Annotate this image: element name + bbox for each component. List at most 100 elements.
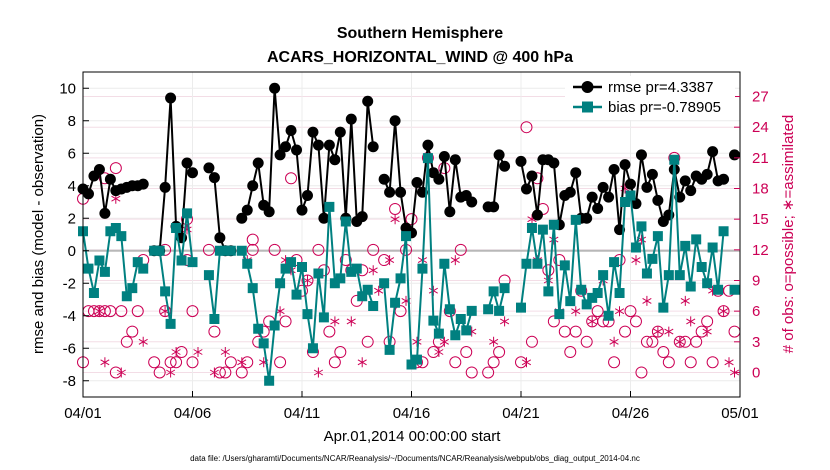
obs-assimilated-marker <box>209 367 219 378</box>
obs-assimilated-marker <box>664 326 674 337</box>
y-tick-label: 0 <box>68 243 76 260</box>
data-file-footnote: data file: /Users/gharamti/Documents/NCA… <box>190 454 640 463</box>
legend-rmse-marker <box>581 81 594 93</box>
obs-assimilated-marker <box>237 357 247 368</box>
legend-rmse-label: rmse pr=4.3387 <box>608 79 713 96</box>
bias-point <box>455 314 466 324</box>
obs-possible-marker <box>651 325 664 338</box>
bias-point <box>713 284 724 295</box>
bias-point <box>269 320 280 331</box>
obs-possible-marker <box>635 366 648 379</box>
bias-point <box>302 309 313 320</box>
obs-assimilated-marker <box>330 316 340 327</box>
bias-point <box>187 257 198 268</box>
obs-possible-marker <box>268 243 281 256</box>
rmse-point <box>187 167 198 179</box>
bias-point <box>554 309 565 320</box>
obs-possible-marker <box>323 325 336 338</box>
bias-point <box>532 258 543 269</box>
bias-line <box>487 287 506 315</box>
rmse-point <box>652 194 664 206</box>
rmse-point <box>526 170 538 182</box>
obs-possible-marker <box>465 366 478 379</box>
rmse-point <box>564 186 576 198</box>
obs-possible-marker <box>109 162 122 175</box>
rmse-point <box>679 175 691 187</box>
obs-possible-marker <box>246 243 259 256</box>
obs-possible-marker <box>706 356 719 369</box>
rmse-point <box>449 154 461 166</box>
bias-point <box>127 283 138 294</box>
bias-point <box>214 245 225 256</box>
bias-point <box>171 223 182 233</box>
rmse-point <box>378 173 390 185</box>
obs-possible-marker <box>186 305 199 318</box>
rmse-point <box>362 95 374 107</box>
obs-assimilated-marker <box>171 347 181 357</box>
x-axis-label: Apr.01,2014 00:00:00 start <box>324 428 502 445</box>
rmse-point <box>99 207 111 219</box>
obs-possible-marker <box>285 172 298 185</box>
rmse-point <box>269 82 281 94</box>
obs-assimilated-marker <box>390 214 400 225</box>
bias-point <box>461 325 472 336</box>
bias-point <box>390 297 401 308</box>
bias-point <box>652 231 663 242</box>
series-group <box>77 82 741 386</box>
obs-possible-marker <box>564 346 577 359</box>
obs-possible-marker <box>580 335 593 348</box>
obs-possible-marker <box>312 243 325 256</box>
bias-point <box>685 281 696 292</box>
obs-possible-marker <box>728 325 741 338</box>
obs-possible-marker <box>657 346 670 359</box>
obs-assimilated-marker <box>686 316 696 327</box>
bias-point <box>647 253 658 264</box>
obs-possible-marker <box>274 356 287 369</box>
rmse-point <box>318 212 330 224</box>
bias-point <box>488 286 499 297</box>
bias-point <box>116 231 127 242</box>
rmse-point <box>619 159 631 171</box>
rmse-point <box>252 157 264 169</box>
rmse-point <box>301 190 313 201</box>
obs-assimilated-marker <box>675 336 685 347</box>
bias-point <box>707 242 718 253</box>
bias-point <box>450 330 461 341</box>
rmse-point <box>493 149 505 161</box>
y-axis-right: 0 3 6 9 12 15 18 21 24 27 <box>734 89 769 381</box>
obs-possible-marker <box>454 243 467 256</box>
rmse-point <box>307 126 319 138</box>
bias-point <box>149 245 160 256</box>
rmse-point <box>280 141 292 153</box>
y-tick-label: -8 <box>63 373 76 390</box>
x-tick-label: 04/26 <box>612 405 650 422</box>
bias-point <box>236 245 247 256</box>
bias-point <box>417 263 428 274</box>
bias-point <box>444 304 455 315</box>
bias-point <box>422 153 433 164</box>
obs-assimilated-marker <box>587 316 597 327</box>
obs-possible-marker <box>553 254 566 267</box>
rmse-point <box>208 172 220 184</box>
bias-point <box>264 375 275 386</box>
legend: rmse pr=4.3387 bias pr=-0.78905 <box>565 76 735 120</box>
obs-assimilated-marker <box>499 316 510 327</box>
obs-assimilated-marker <box>702 326 712 337</box>
obs-possible-marker <box>525 335 538 348</box>
rmse-point <box>104 173 116 185</box>
bias-point <box>691 234 702 245</box>
bias-point <box>160 286 171 297</box>
rmse-point <box>548 157 560 169</box>
y-tick-label: -4 <box>63 308 76 325</box>
bias-point <box>258 338 269 349</box>
bias-point <box>121 291 132 302</box>
rmse-point <box>488 201 500 213</box>
bias-point <box>718 226 729 237</box>
obs-assimilated-marker <box>94 306 105 317</box>
rmse-point <box>603 191 615 203</box>
y-tick-label: -6 <box>63 340 76 357</box>
bias-point <box>220 245 231 256</box>
bias-point <box>614 288 625 298</box>
bias-point <box>110 223 121 233</box>
bias-point <box>138 263 149 274</box>
